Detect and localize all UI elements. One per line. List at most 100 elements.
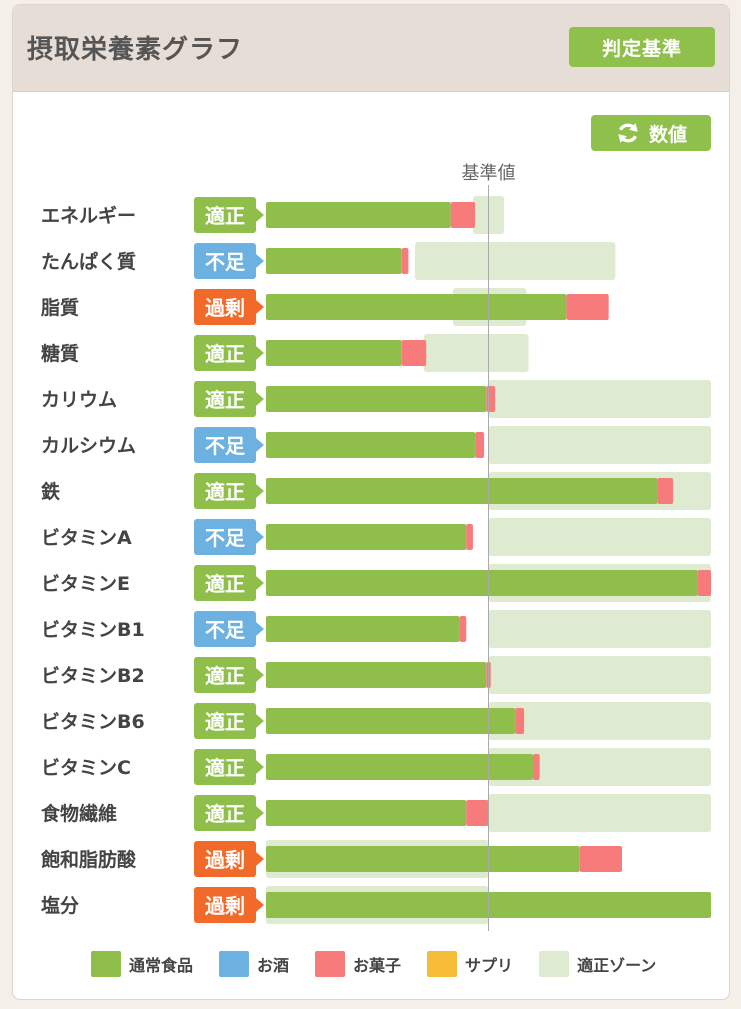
status-tag-arrow: [256, 346, 264, 360]
bar-sweets: [466, 524, 473, 550]
legend-item-sweets: お菓子: [315, 951, 401, 977]
legend-label-supplement: サプリ: [465, 956, 514, 975]
legend-item-alcohol: お酒: [219, 951, 289, 977]
status-tag-arrow: [256, 438, 264, 452]
status-tag: [194, 749, 256, 785]
bar-normal-food: [266, 662, 487, 688]
nutrient-label: エネルギー: [41, 205, 136, 227]
bar-sweets: [579, 846, 622, 872]
status-tag-label: 適正: [205, 802, 245, 826]
status-tag-label: 過剰: [205, 894, 245, 918]
bar-normal-food: [266, 294, 567, 320]
bar-sweets: [515, 708, 525, 734]
bar-sweets: [450, 202, 476, 228]
bar-normal-food: [266, 432, 476, 458]
status-tag-label: 不足: [205, 434, 246, 458]
status-tag-arrow: [256, 484, 264, 498]
values-toggle-button[interactable]: 数値: [591, 115, 711, 151]
status-tag-arrow: [256, 392, 264, 406]
status-tag: [194, 335, 256, 371]
values-button-label: 数値: [648, 123, 687, 146]
status-tag-label: 適正: [205, 710, 245, 734]
legend-item-normal: 通常食品: [91, 951, 193, 977]
status-tag: [194, 243, 256, 279]
status-tag: [194, 565, 256, 601]
status-tag-label: 適正: [205, 342, 245, 366]
nutrient-label: カルシウム: [41, 435, 136, 457]
zone-band: [488, 748, 711, 786]
zone-band: [488, 794, 711, 832]
reference-label: 基準値: [462, 163, 516, 184]
legend-swatch-normal: [91, 951, 121, 977]
bar-sweets: [657, 478, 674, 504]
nutrient-label: ビタミンE: [41, 573, 130, 595]
bar-normal-food: [266, 478, 658, 504]
status-tag-arrow: [256, 254, 264, 268]
zone-band: [488, 702, 711, 740]
status-tag-arrow: [256, 898, 264, 912]
bar-normal-food: [266, 248, 402, 274]
nutrient-label: 鉄: [41, 480, 60, 503]
bar-normal-food: [266, 616, 460, 642]
status-tag: [194, 289, 256, 325]
zone-band: [415, 242, 616, 280]
status-tag: [194, 197, 256, 233]
bar-sweets: [566, 294, 609, 320]
bar-sweets: [459, 616, 467, 642]
status-tag-label: 適正: [205, 572, 245, 596]
status-tag: [194, 841, 256, 877]
refresh-icon: [618, 123, 638, 143]
bar-normal-food: [266, 846, 580, 872]
nutrient-chart: 基準値エネルギー 適正たんぱく質 不足脂質 過剰糖質 適正カリウム 適正カルシウム 不足鉄適…: [40, 163, 711, 931]
legend-item-supplement: サプリ: [427, 951, 513, 977]
legend-swatch-sweets: [315, 951, 346, 977]
status-tag-label: 過剰: [205, 296, 245, 320]
nutrient-label: ビタミンB2: [41, 665, 145, 687]
legend-label-normal: 通常食品: [129, 956, 194, 975]
status-tag-label: 不足: [205, 526, 246, 550]
nutrient-label: 塩分: [41, 894, 79, 917]
bar-sweets: [697, 570, 711, 596]
nutrient-label: ビタミンB6: [41, 711, 145, 733]
status-tag-label: 不足: [205, 618, 246, 642]
zone-band: [488, 656, 711, 694]
bar-normal-food: [266, 386, 487, 412]
legend: 通常食品 お酒 お菓子 サプリ 適正ゾーン: [91, 951, 656, 977]
bar-normal-food: [266, 754, 533, 780]
status-tag: [194, 381, 256, 417]
nutrient-label: カリウム: [41, 389, 117, 411]
status-tag-arrow: [256, 668, 264, 682]
bar-normal-food: [266, 800, 467, 826]
legend-label-alcohol: お酒: [257, 956, 290, 975]
status-tag-arrow: [256, 806, 264, 820]
status-tag-label: 適正: [205, 756, 245, 780]
legend-swatch-zone: [539, 951, 570, 977]
bar-sweets: [466, 800, 489, 826]
bar-sweets: [475, 432, 485, 458]
card-header: 摂取栄養素グラフ 判定基準: [13, 5, 729, 92]
zone-band: [423, 334, 529, 372]
status-tag-arrow: [256, 300, 264, 314]
nutrient-label: 脂質: [41, 296, 79, 319]
status-tag: [194, 795, 256, 831]
bar-normal-food: [266, 202, 451, 228]
nutrient-label: 食物繊維: [41, 802, 117, 825]
card-title: 摂取栄養素グラフ: [27, 35, 244, 65]
nutrient-label: ビタミンC: [41, 757, 131, 779]
legend-label-zone: 適正ゾーン: [577, 956, 657, 975]
criteria-button[interactable]: 判定基準: [569, 27, 715, 67]
status-tag-arrow: [256, 530, 264, 544]
bar-normal-food: [266, 524, 467, 550]
status-tag-label: 適正: [205, 664, 245, 688]
zone-band: [488, 426, 711, 464]
status-tag-label: 過剰: [205, 848, 245, 872]
status-tag: [194, 427, 256, 463]
status-tag-arrow: [256, 576, 264, 590]
legend-item-zone: 適正ゾーン: [539, 951, 656, 977]
bar-sweets: [533, 754, 540, 780]
nutrient-label: ビタミンA: [41, 527, 132, 549]
status-tag: [194, 611, 256, 647]
nutrient-graph-card: 摂取栄養素グラフ 判定基準 数値 基準値 エネルギー 適正 たんぱく質 不足 脂質 過剰 糖質…: [12, 4, 730, 1000]
nutrient-label: たんぱく質: [41, 250, 136, 273]
status-tag-arrow: [256, 622, 264, 636]
